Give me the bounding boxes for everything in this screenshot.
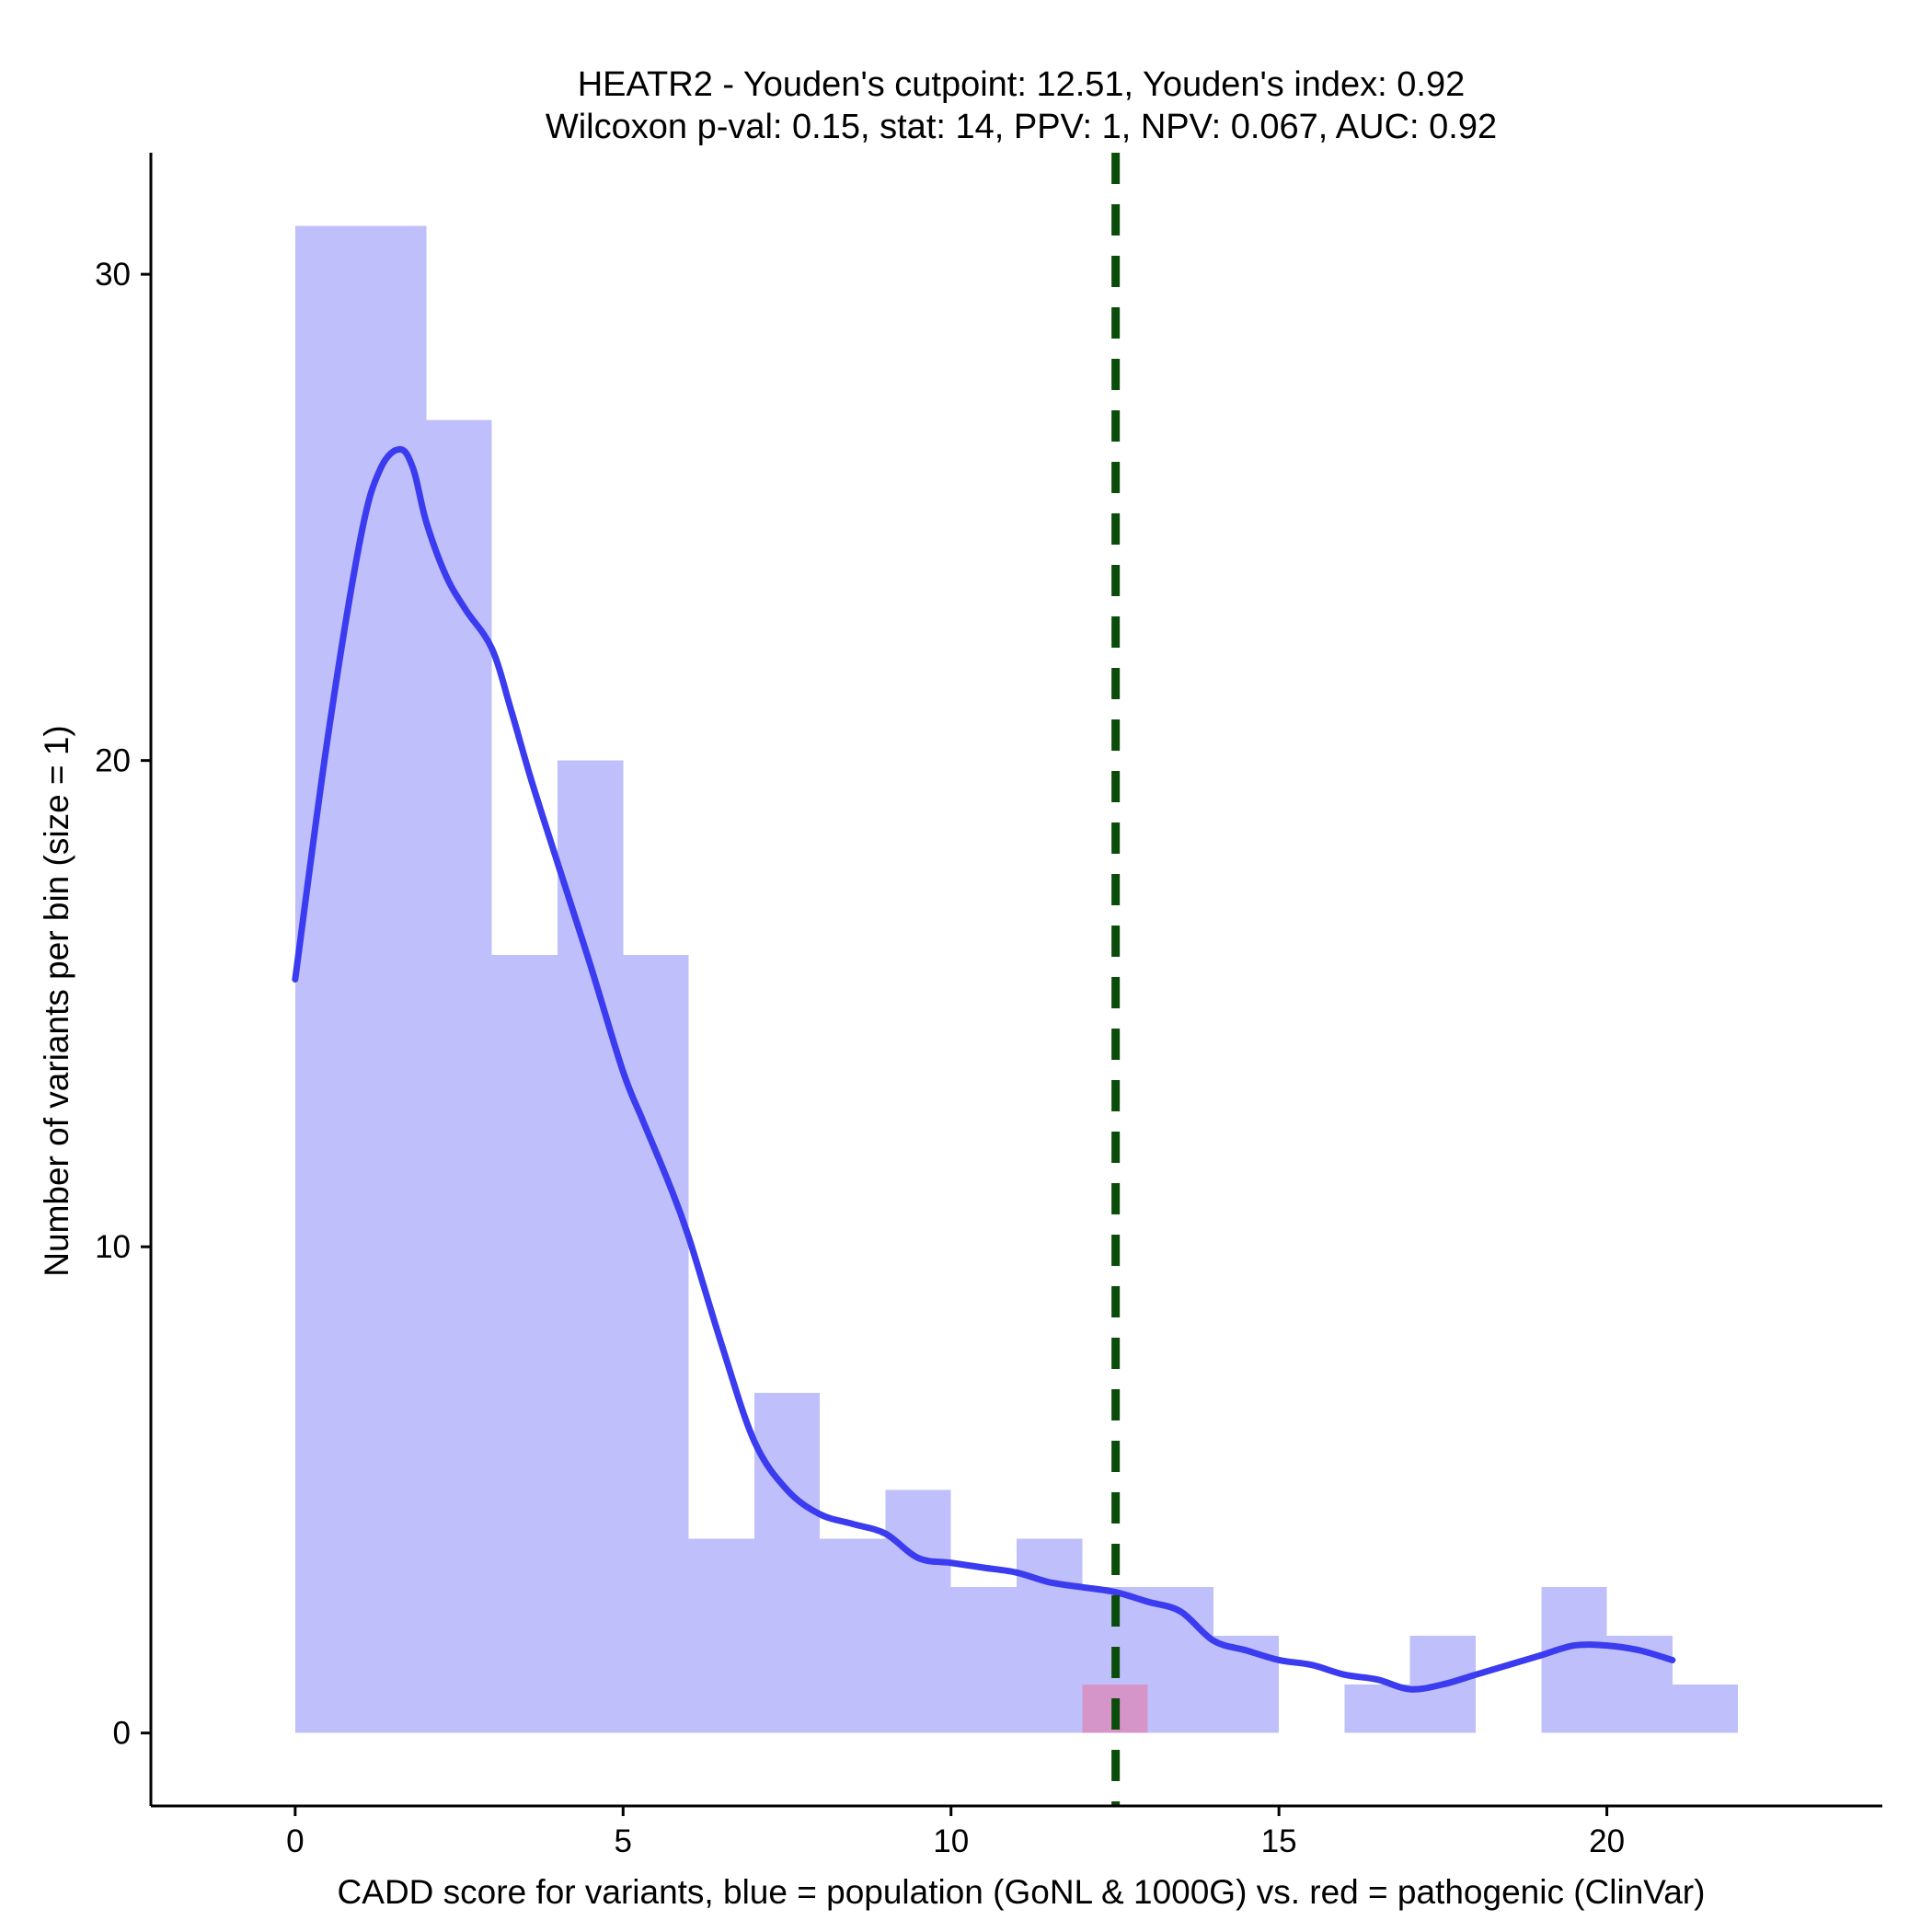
population-bars (294, 225, 1739, 1733)
y-tick-label: 0 (113, 1716, 131, 1752)
population-bar-9 (885, 1489, 951, 1733)
y-axis-ticks: 0 10 20 30 (95, 257, 151, 1752)
y-tick-label: 30 (95, 257, 131, 293)
density-curve (292, 445, 1676, 1693)
population-bar-3 (491, 955, 558, 1733)
population-bar-10 (950, 1587, 1017, 1733)
x-tick-label: 20 (1589, 1823, 1625, 1859)
population-bar-21 (1672, 1684, 1739, 1733)
y-tick-label: 20 (95, 743, 131, 779)
x-axis-ticks: 0 5 10 15 20 (286, 1806, 1625, 1859)
population-bar-6 (688, 1538, 754, 1733)
population-bar-11 (1017, 1538, 1083, 1733)
population-bar-4 (557, 760, 624, 1733)
population-bar-8 (820, 1538, 886, 1733)
chart-title-line2: Wilcoxon p-val: 0.15, stat: 14, PPV: 1, … (546, 108, 1497, 146)
y-axis-label: Number of variants per bin (size = 1) (38, 725, 75, 1276)
y-tick-label: 10 (95, 1229, 131, 1265)
population-bar-0 (294, 225, 362, 1733)
x-tick-label: 5 (615, 1823, 632, 1859)
population-bar-7 (753, 1392, 821, 1733)
population-bar-5 (623, 955, 689, 1733)
x-tick-label: 10 (933, 1823, 969, 1859)
x-axis-label: CADD score for variants, blue = populati… (338, 1873, 1706, 1911)
x-tick-label: 15 (1261, 1823, 1297, 1859)
population-bar-16 (1344, 1684, 1410, 1733)
population-bar-2 (426, 420, 492, 1733)
population-bar-19 (1541, 1587, 1607, 1733)
chart-title-line1: HEATR2 - Youden's cutpoint: 12.51, Youde… (578, 65, 1466, 104)
x-tick-label: 0 (286, 1823, 304, 1859)
